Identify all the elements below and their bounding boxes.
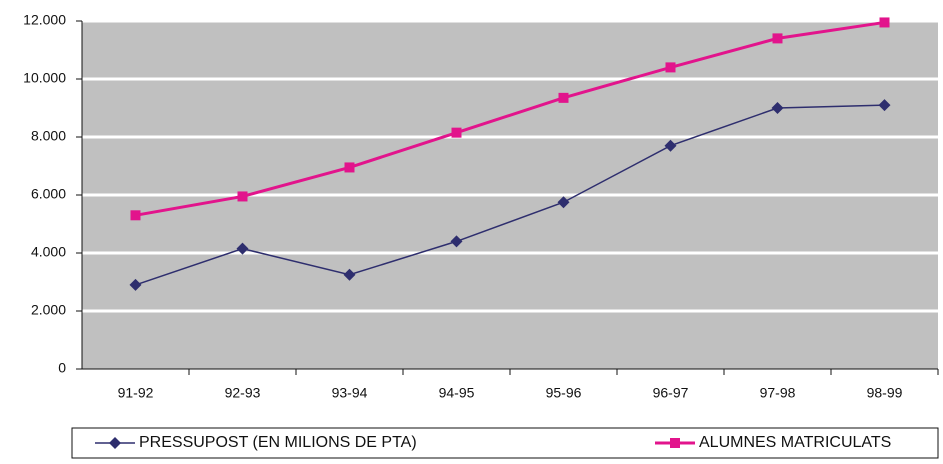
x-tick-label: 97-98 bbox=[760, 385, 796, 401]
marker bbox=[665, 62, 676, 73]
y-tick-label: 10.000 bbox=[23, 70, 66, 86]
x-tick-label: 92-93 bbox=[225, 385, 261, 401]
y-tick-label: 4.000 bbox=[31, 244, 66, 260]
marker bbox=[129, 278, 142, 291]
y-tick-label: 6.000 bbox=[31, 186, 66, 202]
marker bbox=[450, 235, 463, 248]
y-tick-label: 2.000 bbox=[31, 302, 66, 318]
marker bbox=[236, 242, 249, 255]
marker bbox=[772, 33, 783, 44]
x-tick-label: 93-94 bbox=[332, 385, 368, 401]
marker bbox=[878, 99, 891, 112]
y-tick-label: 0 bbox=[58, 360, 66, 376]
series-line bbox=[135, 104, 885, 286]
x-tick-label: 95-96 bbox=[546, 385, 582, 401]
marker bbox=[771, 102, 784, 114]
marker bbox=[237, 191, 248, 202]
x-tick-label: 98-99 bbox=[867, 385, 903, 401]
legend-label: PRESSUPOST (EN MILIONS DE PTA) bbox=[139, 434, 417, 451]
marker bbox=[109, 437, 121, 449]
x-tick-label: 91-92 bbox=[118, 385, 154, 401]
marker bbox=[664, 139, 677, 152]
y-tick-label: 12.000 bbox=[23, 12, 66, 28]
series-line bbox=[135, 20, 885, 217]
x-tick-label: 96-97 bbox=[653, 385, 689, 401]
legend-box bbox=[71, 427, 939, 459]
y-tick-label: 8.000 bbox=[31, 128, 66, 144]
marker bbox=[344, 162, 355, 173]
marker bbox=[451, 127, 462, 138]
legend-label: ALUMNES MATRICULATS bbox=[699, 434, 891, 451]
marker bbox=[343, 268, 356, 281]
marker bbox=[557, 196, 570, 209]
marker bbox=[670, 438, 680, 448]
x-tick-label: 94-95 bbox=[439, 385, 475, 401]
marker bbox=[879, 17, 890, 28]
marker bbox=[558, 92, 569, 103]
marker bbox=[130, 210, 141, 221]
